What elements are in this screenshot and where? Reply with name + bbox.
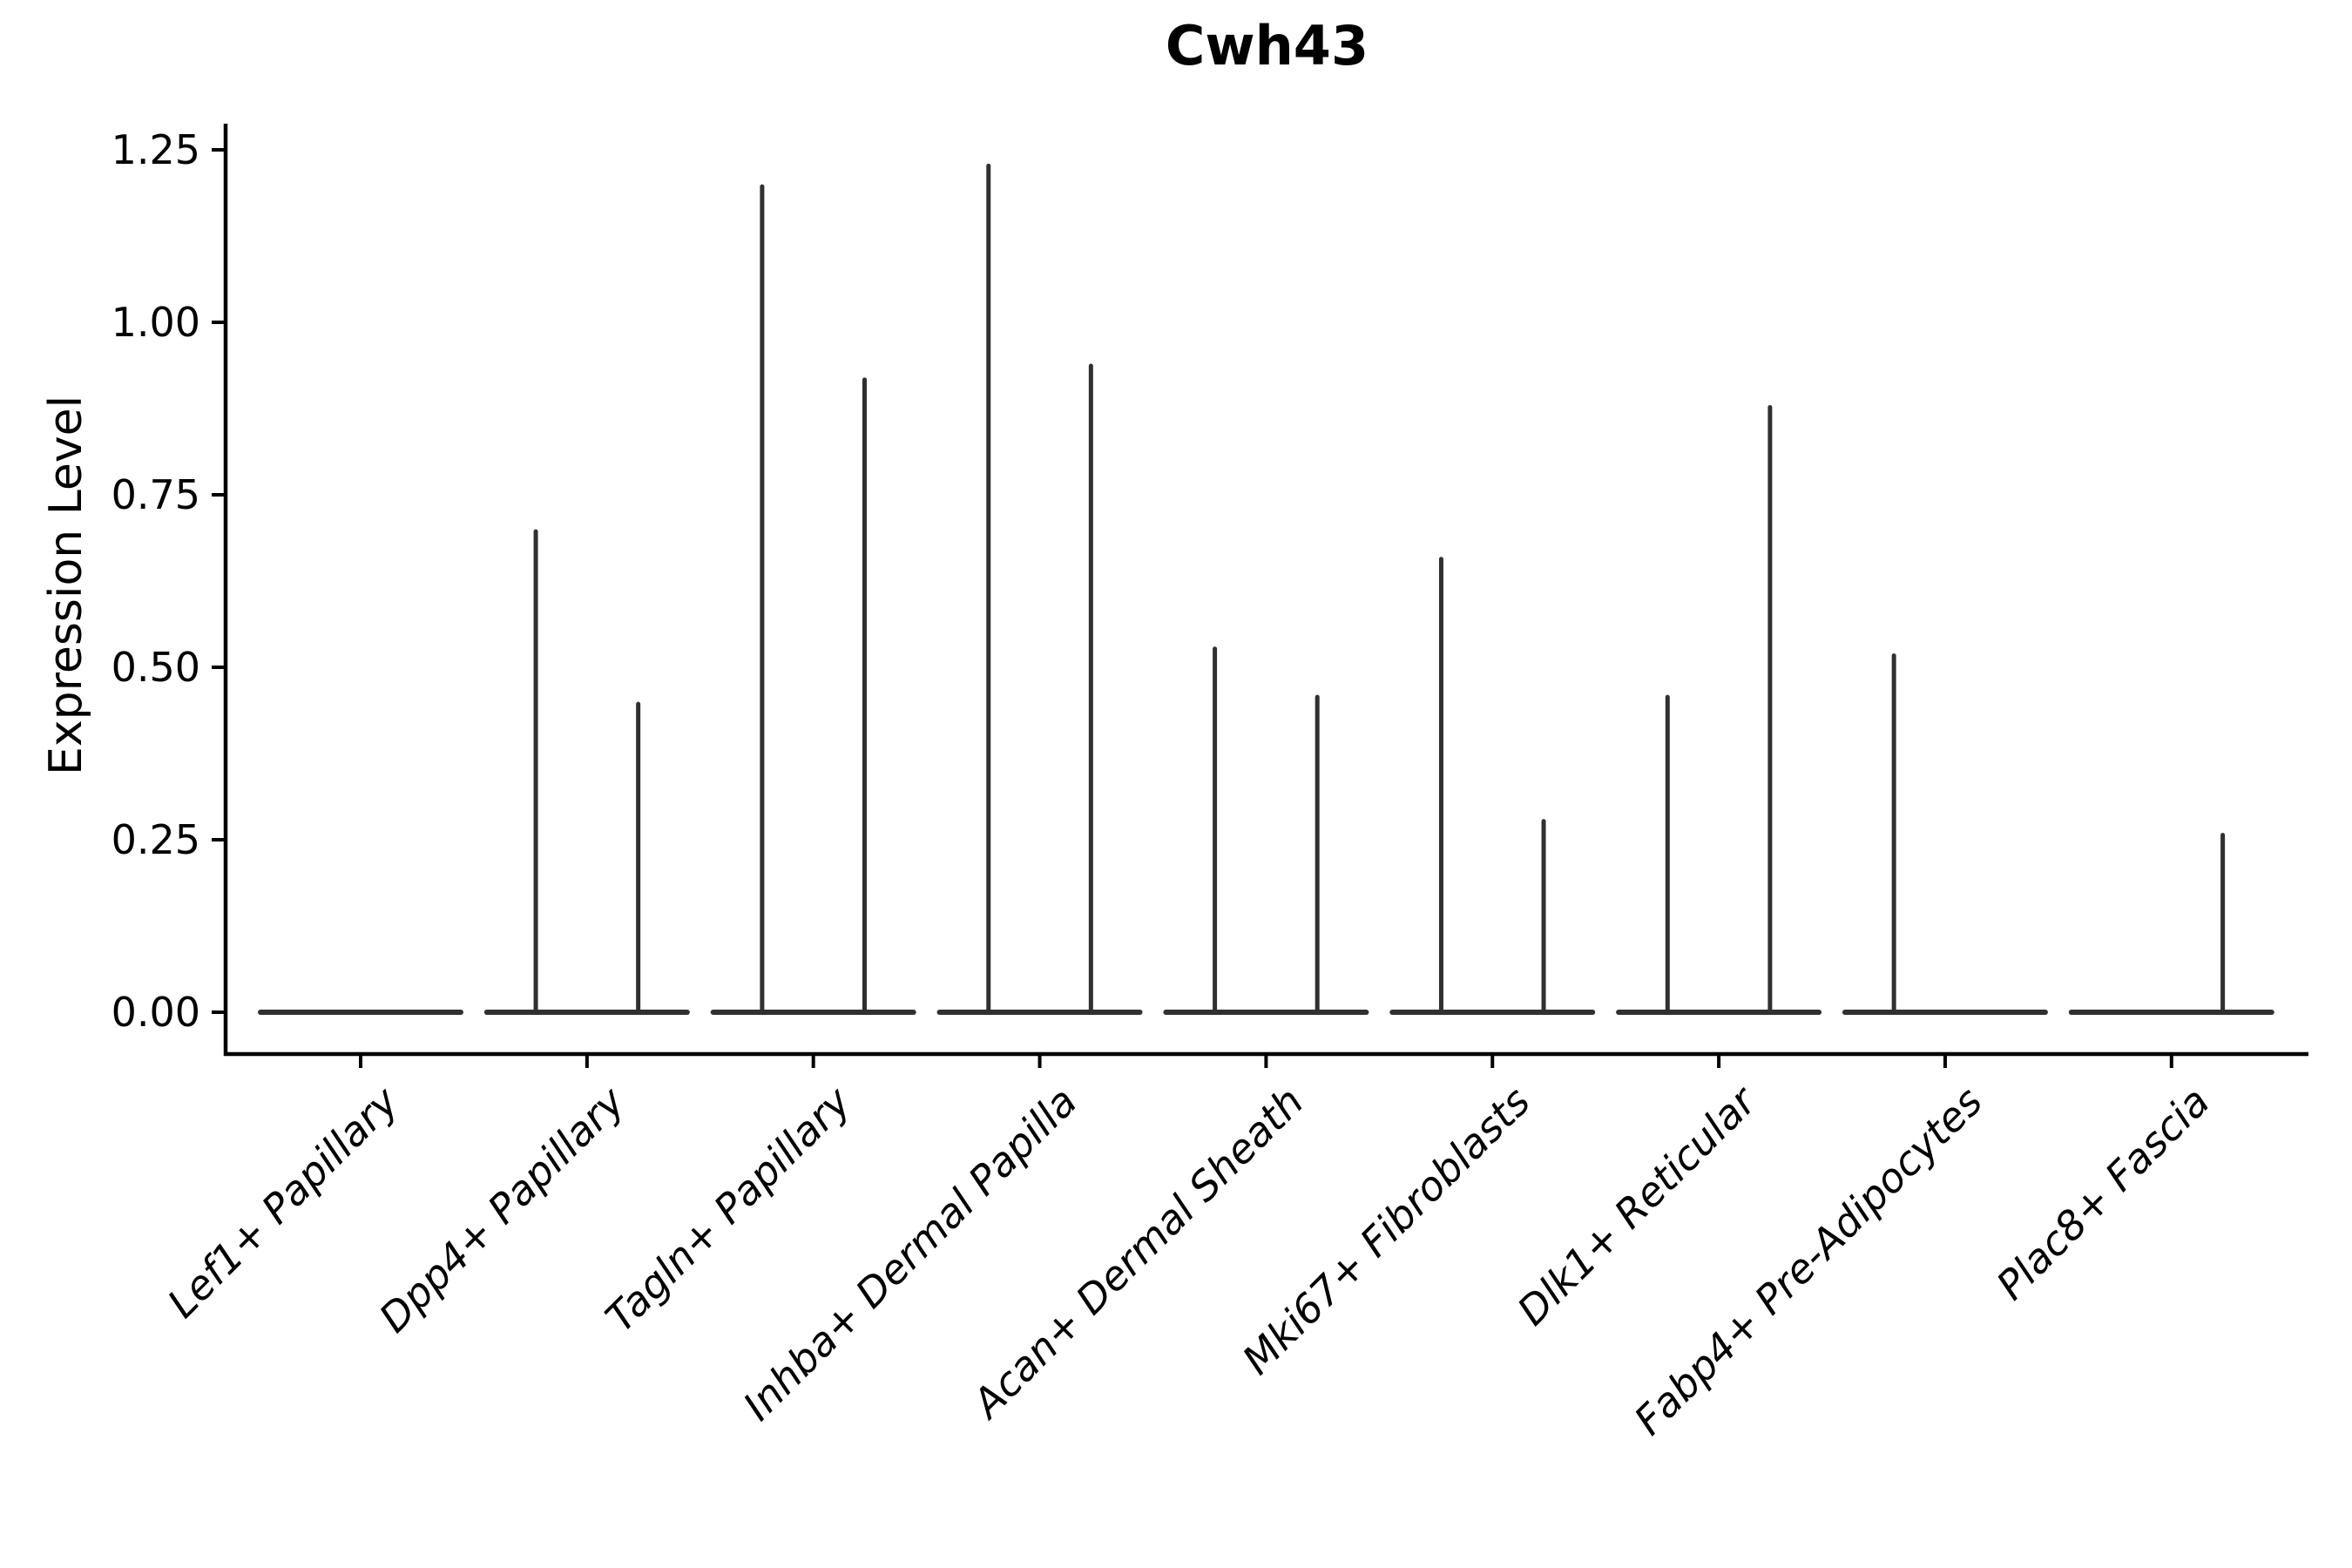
violin-base	[258, 1010, 463, 1015]
chart-title: Cwh43	[1165, 14, 1369, 78]
violin-spike	[1665, 694, 1670, 1015]
violin-base	[483, 1010, 690, 1015]
violin-base	[2068, 1010, 2274, 1015]
violin-base	[1163, 1010, 1369, 1015]
violin-base	[936, 1010, 1143, 1015]
violin-base	[1616, 1010, 1822, 1015]
violin-spike	[2220, 833, 2226, 1015]
violin-base	[710, 1010, 916, 1015]
y-tick-label: 0.75	[111, 471, 200, 518]
violin-spike	[1315, 694, 1320, 1015]
violin-spike	[760, 184, 765, 1016]
violin-spike	[636, 701, 641, 1015]
y-tick-label: 0.00	[111, 989, 200, 1036]
violin-spike	[1767, 405, 1773, 1015]
violin-spike	[1438, 557, 1443, 1015]
violin-spike	[1541, 819, 1546, 1015]
violin-spike	[862, 377, 867, 1015]
violin-spike	[1213, 646, 1218, 1015]
y-tick-label: 0.50	[111, 644, 200, 691]
y-tick-label: 1.25	[111, 126, 200, 173]
y-tick-label: 0.25	[111, 816, 200, 863]
violin-spike	[986, 163, 991, 1016]
violin-spike	[1891, 653, 1896, 1015]
violin-base	[1389, 1010, 1596, 1015]
violin-spike	[533, 529, 538, 1015]
axes-spines	[223, 124, 2308, 1057]
violin-spike	[1088, 363, 1093, 1015]
violin-base	[1842, 1010, 2048, 1015]
y-tick-label: 1.00	[111, 299, 200, 346]
